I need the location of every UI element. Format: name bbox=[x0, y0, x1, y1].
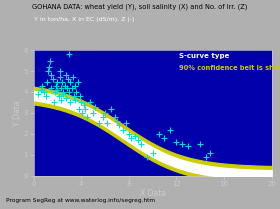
Point bbox=[42, 90, 46, 94]
Point bbox=[55, 80, 60, 83]
Point bbox=[117, 124, 122, 127]
Point bbox=[68, 101, 73, 104]
Point bbox=[129, 136, 133, 140]
Point bbox=[168, 128, 173, 131]
Point bbox=[47, 65, 51, 69]
Point bbox=[180, 143, 185, 146]
Point bbox=[38, 88, 43, 92]
Point bbox=[207, 151, 212, 154]
Point bbox=[112, 115, 117, 119]
Point bbox=[105, 122, 109, 125]
Point bbox=[64, 74, 68, 77]
Point bbox=[100, 115, 105, 119]
Point bbox=[59, 99, 63, 102]
Text: Y in ton/ha, X in EC (dS/m), Z (-): Y in ton/ha, X in EC (dS/m), Z (-) bbox=[34, 17, 134, 22]
Point bbox=[127, 132, 131, 135]
Point bbox=[40, 84, 44, 87]
Point bbox=[52, 101, 56, 104]
Point bbox=[79, 101, 83, 104]
X-axis label: X Data: X Data bbox=[139, 189, 166, 198]
Point bbox=[198, 143, 202, 146]
Point bbox=[60, 80, 64, 83]
Point bbox=[138, 143, 143, 146]
Point bbox=[144, 155, 149, 158]
Point bbox=[36, 92, 41, 96]
Text: GOHANA DATA: wheat yield (Y), soil salinity (X) and No. of irr. (Z): GOHANA DATA: wheat yield (Y), soil salin… bbox=[32, 3, 248, 10]
Point bbox=[66, 78, 70, 81]
Point bbox=[124, 122, 129, 125]
Point bbox=[49, 86, 54, 89]
Point bbox=[69, 86, 74, 89]
Point bbox=[61, 90, 66, 94]
Point bbox=[103, 111, 107, 115]
Point bbox=[64, 97, 68, 100]
Point bbox=[58, 69, 62, 73]
Point bbox=[97, 122, 101, 125]
Point bbox=[59, 86, 63, 89]
Point bbox=[58, 76, 62, 79]
Point bbox=[53, 90, 57, 94]
Point bbox=[74, 90, 79, 94]
Point bbox=[46, 69, 50, 73]
Point bbox=[75, 80, 80, 83]
Point bbox=[48, 59, 53, 62]
Point bbox=[62, 84, 67, 87]
Point bbox=[81, 103, 86, 106]
Point bbox=[73, 84, 78, 87]
Point bbox=[204, 155, 208, 158]
Point bbox=[80, 111, 85, 115]
Point bbox=[162, 136, 167, 140]
Point bbox=[72, 94, 76, 98]
Point bbox=[50, 78, 55, 81]
Point bbox=[68, 80, 73, 83]
Point bbox=[76, 107, 81, 110]
Point bbox=[93, 105, 98, 108]
Text: S-curve type: S-curve type bbox=[179, 53, 229, 59]
Point bbox=[121, 128, 125, 131]
Point bbox=[174, 140, 179, 144]
Point bbox=[49, 74, 54, 77]
Point bbox=[115, 120, 119, 123]
Point bbox=[43, 94, 48, 98]
Point bbox=[136, 138, 141, 142]
Point bbox=[67, 90, 71, 94]
Point bbox=[56, 94, 61, 98]
Point bbox=[71, 76, 75, 79]
Point bbox=[132, 134, 137, 138]
Text: 90% confidence belt is shown: 90% confidence belt is shown bbox=[179, 65, 280, 71]
Y-axis label: Y Data: Y Data bbox=[13, 100, 22, 126]
Point bbox=[73, 99, 78, 102]
Point bbox=[91, 111, 95, 115]
Point bbox=[186, 145, 190, 148]
Point bbox=[45, 80, 49, 83]
Point bbox=[156, 132, 161, 135]
Text: Program SegReg at www.waterlog.info/segreg.htm: Program SegReg at www.waterlog.info/segr… bbox=[6, 198, 155, 203]
Point bbox=[83, 107, 87, 110]
Point bbox=[87, 101, 92, 104]
Point bbox=[67, 53, 71, 56]
Point bbox=[78, 94, 82, 98]
Point bbox=[61, 92, 66, 96]
Point bbox=[65, 86, 69, 89]
Point bbox=[55, 88, 60, 92]
Point bbox=[54, 84, 59, 87]
Point bbox=[109, 107, 113, 110]
Point bbox=[85, 115, 89, 119]
Point bbox=[150, 151, 155, 154]
